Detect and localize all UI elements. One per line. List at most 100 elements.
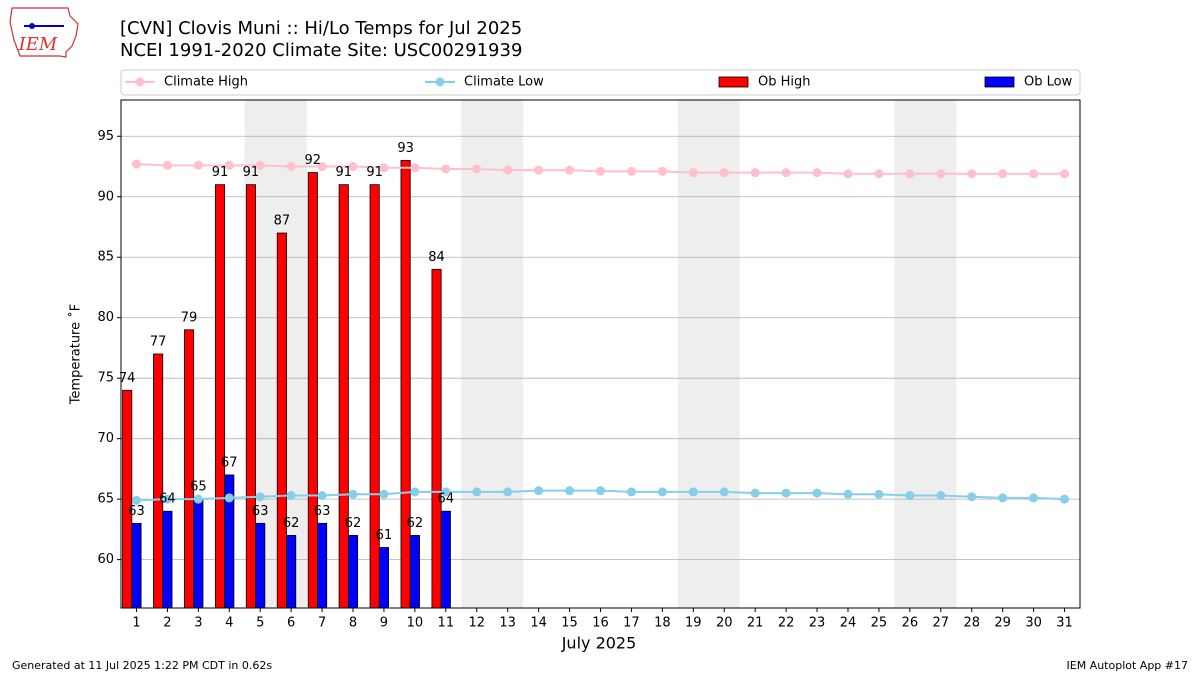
series-point xyxy=(193,494,203,504)
series-point xyxy=(1029,493,1039,503)
data-label: 91 xyxy=(212,165,229,180)
x-tick-label: 25 xyxy=(871,616,888,631)
series-point xyxy=(657,166,667,176)
series-point xyxy=(441,164,451,174)
series-point xyxy=(286,491,296,501)
series-point xyxy=(503,487,513,497)
series-point xyxy=(936,491,946,501)
legend-marker xyxy=(435,77,445,87)
series-point xyxy=(688,168,698,178)
series-point xyxy=(348,489,358,499)
series-point xyxy=(626,487,636,497)
weekend-shade xyxy=(677,100,740,608)
x-tick-label: 29 xyxy=(994,616,1011,631)
series-point xyxy=(874,489,884,499)
data-label: 93 xyxy=(397,141,414,156)
series-point xyxy=(255,492,265,502)
data-label: 91 xyxy=(366,165,383,180)
series-point xyxy=(472,164,482,174)
series-point xyxy=(998,169,1008,179)
series-point xyxy=(131,159,141,169)
series-point xyxy=(936,169,946,179)
bar xyxy=(153,353,164,609)
data-label: 62 xyxy=(283,516,300,531)
y-tick-label: 90 xyxy=(97,189,114,204)
x-tick-label: 4 xyxy=(225,616,233,631)
bar xyxy=(409,535,420,609)
weekend-shade xyxy=(894,100,957,608)
bar xyxy=(214,184,226,609)
series-point xyxy=(131,495,141,505)
data-label: 63 xyxy=(314,504,331,519)
x-tick-label: 18 xyxy=(654,616,671,631)
bar xyxy=(431,268,442,609)
series-point xyxy=(410,163,420,173)
data-label: 91 xyxy=(243,165,260,180)
x-tick-label: 2 xyxy=(163,616,171,631)
series-point xyxy=(162,494,172,504)
data-label: 77 xyxy=(150,335,167,350)
series-point xyxy=(379,489,389,499)
bar xyxy=(347,535,359,609)
series-point xyxy=(688,487,698,497)
logo-dot xyxy=(29,23,35,29)
legend-label: Climate High xyxy=(164,75,248,90)
series-point xyxy=(317,491,327,501)
bar xyxy=(245,184,256,609)
bar xyxy=(193,498,204,609)
series-point xyxy=(967,169,977,179)
plot-area: 74 77 79 91 91 87 92 91 91 93 84 63 64 65 67 63 62 63 62 61… xyxy=(119,100,1080,609)
x-tick-label: 1 xyxy=(132,616,140,631)
series-point xyxy=(255,160,265,170)
series-point xyxy=(905,491,915,501)
series-point xyxy=(224,493,234,503)
series-point xyxy=(812,168,822,178)
bar xyxy=(131,522,142,609)
series-point xyxy=(286,162,296,172)
series-point xyxy=(441,487,451,497)
x-tick-label: 14 xyxy=(530,616,547,631)
series-point xyxy=(781,168,791,178)
x-tick-label: 7 xyxy=(318,616,326,631)
y-axis-label: Temperature ˚F xyxy=(68,304,84,405)
bar xyxy=(378,547,389,609)
series-point xyxy=(596,486,605,496)
series-point xyxy=(503,165,513,175)
series-point xyxy=(1060,494,1070,504)
x-tick-label: 10 xyxy=(407,616,424,631)
legend-box xyxy=(120,69,1081,96)
x-tick-label: 21 xyxy=(747,616,764,631)
series-point xyxy=(626,166,636,176)
series-point xyxy=(781,488,791,498)
series-point xyxy=(565,486,575,496)
series-point xyxy=(224,160,234,170)
series-point xyxy=(967,492,977,502)
series-point xyxy=(750,168,760,178)
series-point xyxy=(1060,169,1070,179)
x-tick-label: 28 xyxy=(963,616,980,631)
logo: IEM xyxy=(9,7,79,58)
data-label: 87 xyxy=(274,214,291,229)
series-point xyxy=(379,163,389,173)
series-point xyxy=(534,486,544,496)
y-tick-label: 85 xyxy=(97,250,114,265)
bar xyxy=(369,184,380,609)
x-tick-label: 12 xyxy=(468,616,485,631)
x-tick-label: 16 xyxy=(592,616,609,631)
chart-title: [CVN] Clovis Muni :: Hi/Lo Temps for Jul… xyxy=(120,18,522,39)
x-tick-label: 9 xyxy=(380,616,388,631)
x-tick-label: 3 xyxy=(194,616,202,631)
series-point xyxy=(998,493,1008,503)
series-point xyxy=(162,160,172,170)
x-tick-label: 26 xyxy=(902,616,919,631)
series-point xyxy=(534,165,544,175)
footer-right: IEM Autoplot App #17 xyxy=(1067,659,1189,672)
x-tick-label: 20 xyxy=(716,616,733,631)
series-point xyxy=(1029,169,1039,179)
data-label: 67 xyxy=(221,455,238,470)
weekend-shade xyxy=(461,100,524,608)
x-tick-label: 15 xyxy=(561,616,578,631)
legend-swatch xyxy=(984,76,1015,88)
